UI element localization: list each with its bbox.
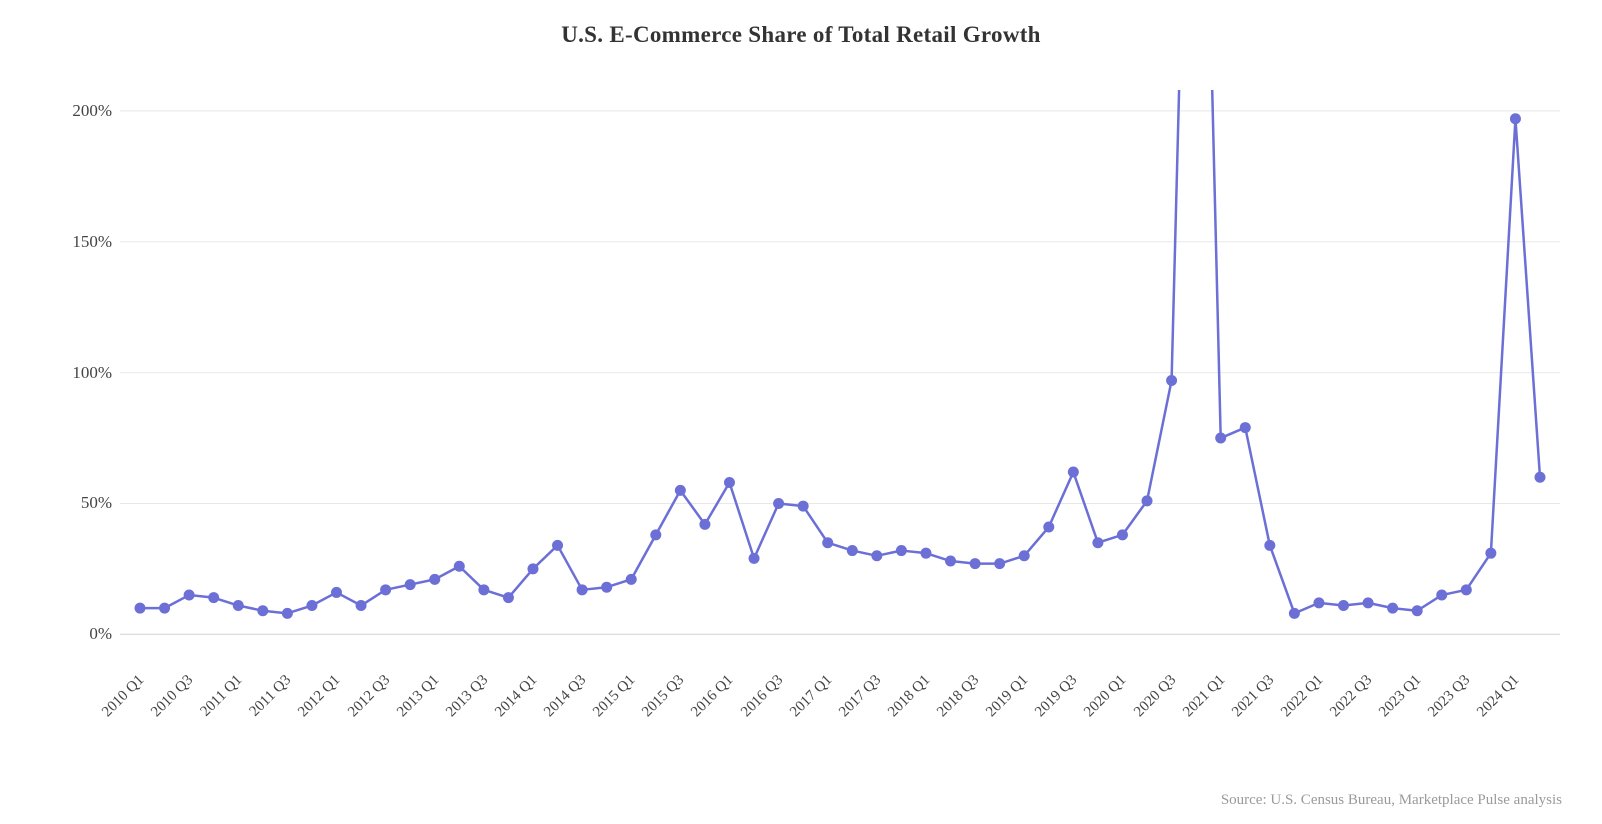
data-marker — [1535, 472, 1546, 483]
attribution-text: Source: U.S. Census Bureau, Marketplace … — [1221, 792, 1562, 809]
data-marker — [749, 553, 760, 564]
data-marker — [871, 550, 882, 561]
data-marker — [1264, 540, 1275, 551]
data-marker — [454, 561, 465, 572]
data-marker — [135, 603, 146, 614]
x-axis-tick-label: 2019 Q1 — [983, 672, 1032, 721]
data-marker — [184, 590, 195, 601]
data-marker — [233, 600, 244, 611]
x-axis-tick-label: 2012 Q3 — [345, 672, 394, 721]
y-axis-tick-label: 100% — [32, 363, 112, 383]
x-axis-tick-label: 2013 Q1 — [394, 672, 443, 721]
data-marker — [1166, 375, 1177, 386]
x-axis-tick-label: 2023 Q3 — [1425, 672, 1474, 721]
x-axis-tick-label: 2018 Q3 — [934, 672, 983, 721]
x-axis-tick-label: 2010 Q1 — [99, 672, 148, 721]
data-marker — [1436, 590, 1447, 601]
data-marker — [527, 563, 538, 574]
x-axis-tick-label: 2013 Q3 — [443, 672, 492, 721]
x-axis-tick-label: 2011 Q3 — [247, 672, 295, 720]
data-marker — [1289, 608, 1300, 619]
data-marker — [159, 603, 170, 614]
chart-svg — [120, 90, 1560, 650]
chart-container: U.S. E-Commerce Share of Total Retail Gr… — [0, 0, 1602, 824]
data-marker — [1142, 495, 1153, 506]
x-axis-tick-label: 2021 Q3 — [1229, 672, 1278, 721]
data-marker — [798, 501, 809, 512]
plot-area — [120, 90, 1560, 650]
data-marker — [257, 605, 268, 616]
chart-title: U.S. E-Commerce Share of Total Retail Gr… — [0, 22, 1602, 48]
data-marker — [552, 540, 563, 551]
data-marker — [429, 574, 440, 585]
data-marker — [1019, 550, 1030, 561]
x-axis-tick-label: 2011 Q1 — [198, 672, 246, 720]
data-marker — [577, 584, 588, 595]
x-axis-tick-label: 2016 Q3 — [738, 672, 787, 721]
x-axis-labels: 2010 Q12010 Q32011 Q12011 Q32012 Q12012 … — [120, 660, 1560, 780]
data-marker — [1363, 597, 1374, 608]
data-marker — [356, 600, 367, 611]
x-axis-tick-label: 2022 Q1 — [1278, 672, 1327, 721]
x-axis-tick-label: 2020 Q1 — [1082, 672, 1131, 721]
data-marker — [1092, 537, 1103, 548]
data-marker — [1485, 548, 1496, 559]
data-marker — [1510, 113, 1521, 124]
x-axis-tick-label: 2020 Q3 — [1131, 672, 1180, 721]
x-axis-tick-label: 2018 Q1 — [885, 672, 934, 721]
data-marker — [1117, 529, 1128, 540]
data-marker — [331, 587, 342, 598]
data-marker — [945, 556, 956, 567]
x-axis-tick-label: 2021 Q1 — [1180, 672, 1229, 721]
x-axis-tick-label: 2017 Q1 — [787, 672, 836, 721]
x-axis-tick-label: 2014 Q3 — [541, 672, 590, 721]
data-marker — [1387, 603, 1398, 614]
data-marker — [478, 584, 489, 595]
data-marker — [306, 600, 317, 611]
x-axis-tick-label: 2016 Q1 — [689, 672, 738, 721]
y-axis-tick-label: 50% — [32, 493, 112, 513]
x-axis-tick-label: 2024 Q1 — [1475, 672, 1524, 721]
data-marker — [1215, 433, 1226, 444]
x-axis-tick-label: 2010 Q3 — [148, 672, 197, 721]
data-marker — [1068, 467, 1079, 478]
data-marker — [847, 545, 858, 556]
series-line — [140, 90, 1540, 613]
x-axis-tick-label: 2015 Q1 — [590, 672, 639, 721]
x-axis-tick-label: 2019 Q3 — [1032, 672, 1081, 721]
data-marker — [380, 584, 391, 595]
data-marker — [503, 592, 514, 603]
data-marker — [1240, 422, 1251, 433]
data-marker — [822, 537, 833, 548]
x-axis-tick-label: 2022 Q3 — [1327, 672, 1376, 721]
data-marker — [650, 529, 661, 540]
data-marker — [626, 574, 637, 585]
x-axis-tick-label: 2015 Q3 — [640, 672, 689, 721]
x-axis-tick-label: 2014 Q1 — [492, 672, 541, 721]
x-axis-tick-label: 2023 Q1 — [1376, 672, 1425, 721]
data-marker — [773, 498, 784, 509]
y-axis-tick-label: 150% — [32, 232, 112, 252]
data-marker — [1043, 522, 1054, 533]
data-marker — [896, 545, 907, 556]
data-marker — [675, 485, 686, 496]
data-marker — [405, 579, 416, 590]
data-marker — [282, 608, 293, 619]
data-marker — [1461, 584, 1472, 595]
data-marker — [1412, 605, 1423, 616]
y-axis-tick-label: 0% — [32, 624, 112, 644]
data-marker — [724, 477, 735, 488]
data-marker — [699, 519, 710, 530]
x-axis-tick-label: 2012 Q1 — [296, 672, 345, 721]
data-marker — [1313, 597, 1324, 608]
x-axis-tick-label: 2017 Q3 — [836, 672, 885, 721]
data-marker — [920, 548, 931, 559]
y-axis-tick-label: 200% — [32, 101, 112, 121]
data-marker — [1338, 600, 1349, 611]
data-marker — [970, 558, 981, 569]
data-marker — [601, 582, 612, 593]
data-marker — [994, 558, 1005, 569]
data-marker — [208, 592, 219, 603]
